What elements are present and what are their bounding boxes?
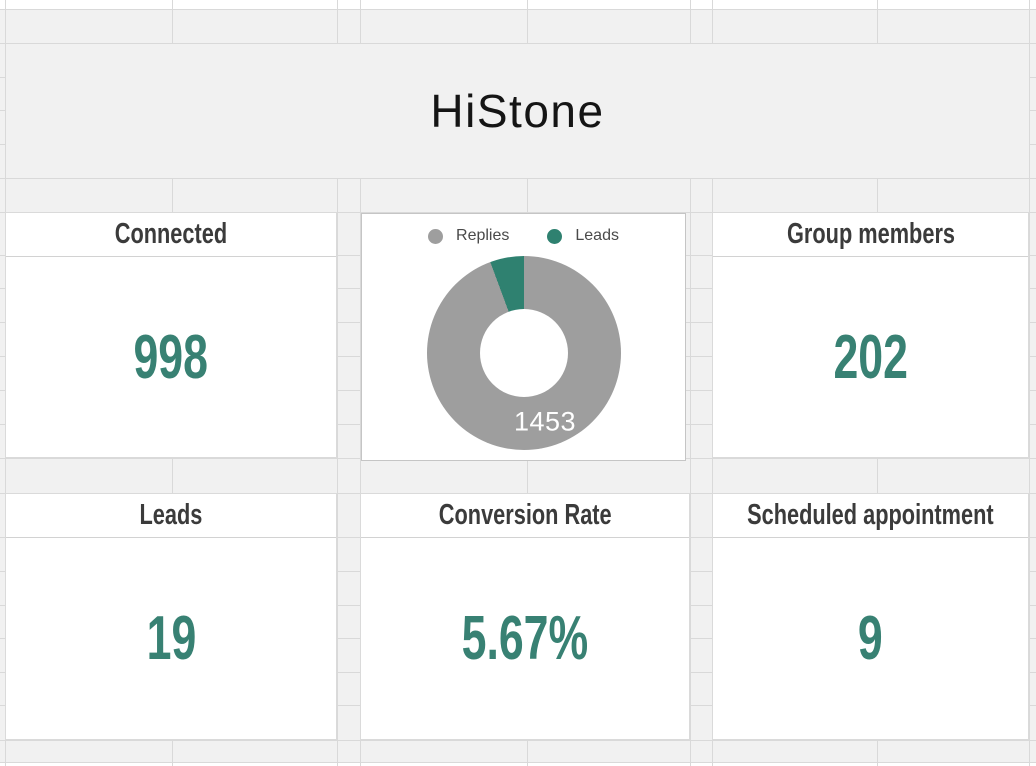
top-grid-row xyxy=(0,0,1036,9)
bottom-grid-row xyxy=(0,762,1036,766)
card-group-members-body: 202 xyxy=(713,257,1028,457)
grid-line xyxy=(1029,0,1030,766)
card-connected-body: 998 xyxy=(6,257,336,457)
card-conversion-rate-body: 5.67% xyxy=(361,538,689,739)
dashboard-title: HiStone xyxy=(430,85,605,137)
card-scheduled-appointment-header: Scheduled appointment xyxy=(713,494,1028,538)
card-connected[interactable]: Connected 998 xyxy=(5,212,337,458)
card-scheduled-appointment[interactable]: Scheduled appointment 9 xyxy=(712,493,1029,740)
card-leads-value: 19 xyxy=(146,604,196,673)
card-group-members-header: Group members xyxy=(713,213,1028,257)
card-scheduled-appointment-body: 9 xyxy=(713,538,1028,739)
grid-line xyxy=(337,0,338,766)
grid-line xyxy=(0,9,1036,10)
card-group-members[interactable]: Group members 202 xyxy=(712,212,1029,458)
donut-hole xyxy=(480,309,568,397)
legend-item-leads: Leads xyxy=(547,227,619,245)
card-conversion-rate-value: 5.67% xyxy=(461,604,589,673)
grid-line xyxy=(0,212,1036,213)
grid-line xyxy=(360,0,361,766)
grid-line xyxy=(690,0,691,766)
leads-legend-label: Leads xyxy=(575,227,619,244)
leads-legend-dot-icon xyxy=(547,228,563,244)
donut-ring: 1453 xyxy=(427,256,621,450)
card-leads[interactable]: Leads 19 xyxy=(5,493,337,740)
card-conversion-rate[interactable]: Conversion Rate 5.67% xyxy=(360,493,690,740)
banner-cell[interactable]: HiStone xyxy=(6,44,1029,178)
card-connected-label: Connected xyxy=(114,218,228,250)
replies-slice-label: 1453 xyxy=(513,406,577,437)
replies-legend-label: Replies xyxy=(456,227,510,244)
card-scheduled-appointment-value: 9 xyxy=(858,604,883,673)
card-conversion-rate-label: Conversion Rate xyxy=(438,499,612,531)
card-conversion-rate-header: Conversion Rate xyxy=(361,494,689,538)
chart-legend: Replies Leads xyxy=(362,227,685,245)
card-group-members-value: 202 xyxy=(833,322,908,392)
legend-item-replies: Replies xyxy=(428,227,509,245)
card-connected-header: Connected xyxy=(6,213,336,257)
card-leads-label: Leads xyxy=(139,499,203,531)
grid-line xyxy=(0,178,1036,179)
card-connected-value: 998 xyxy=(133,322,209,392)
grid-line xyxy=(0,43,1036,44)
replies-legend-dot-icon xyxy=(428,228,444,244)
donut-chart-card[interactable]: Replies Leads 1453 xyxy=(361,213,686,461)
grid-line xyxy=(0,740,1036,741)
card-scheduled-appointment-label: Scheduled appointment xyxy=(747,499,994,531)
grid-line xyxy=(0,762,1036,763)
card-group-members-label: Group members xyxy=(786,218,955,250)
card-leads-header: Leads xyxy=(6,494,336,538)
card-leads-body: 19 xyxy=(6,538,336,739)
